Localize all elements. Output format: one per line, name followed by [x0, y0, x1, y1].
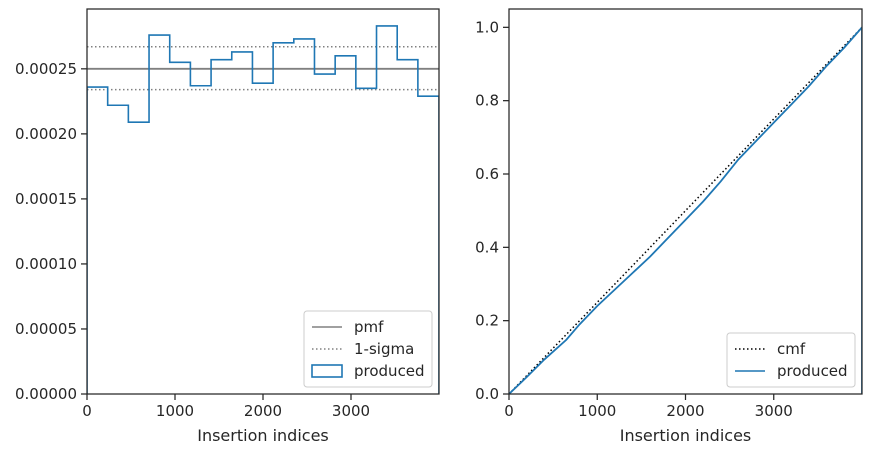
x-tick-label: 2000: [244, 402, 282, 420]
x-tick-label: 1000: [156, 402, 194, 420]
legend-label: 1-sigma: [354, 340, 414, 358]
y-tick-label: 0.00010: [15, 255, 77, 273]
legend-label: pmf: [354, 318, 384, 336]
legend-label: produced: [777, 362, 848, 380]
y-tick-label: 0.00015: [15, 190, 77, 208]
y-tick-label: 0.8: [475, 92, 499, 110]
y-tick-label: 0.2: [475, 312, 499, 330]
y-tick-label: 1.0: [475, 18, 499, 36]
plot-area: [87, 25, 439, 394]
series-cmf-line: [509, 26, 862, 394]
series-produced-step: [87, 25, 439, 394]
legend-box: [303, 310, 433, 388]
plot-area: [509, 26, 862, 394]
legend: cmf produced: [726, 332, 856, 388]
y-tick-label: 0.4: [475, 238, 499, 256]
legend-box: [726, 332, 856, 388]
panel-1: 0 1000 2000 3000 0.00000 0.00005 0.00010 0.0001…: [15, 8, 440, 445]
legend-label: produced: [354, 362, 425, 380]
legend-handle-produced: [311, 364, 343, 378]
series-produced-line: [509, 26, 862, 394]
y-tick-label: 0.00000: [15, 385, 77, 403]
legend: pmf 1-sigma produced: [303, 310, 433, 388]
x-tick-label: 0: [504, 402, 514, 420]
x-tick-label: 2000: [666, 402, 704, 420]
y-tick-label: 0.00020: [15, 125, 77, 143]
panel-2: 0 1000 2000 3000 0.0 0.2 0.4 0.6 0.8 1.0 Insertion…: [475, 8, 863, 445]
x-tick-label: 1000: [578, 402, 616, 420]
x-axis-label: Insertion indices: [620, 426, 752, 445]
x-tick-label: 3000: [755, 402, 793, 420]
legend-label: cmf: [777, 340, 806, 358]
y-tick-label: 0.6: [475, 165, 499, 183]
y-tick-label: 0.00005: [15, 320, 77, 338]
x-tick-label: 3000: [332, 402, 370, 420]
x-axis-label: Insertion indices: [197, 426, 329, 445]
y-tick-label: 0.00025: [15, 60, 77, 78]
x-tick-label: 0: [82, 402, 92, 420]
y-tick-label: 0.0: [475, 385, 499, 403]
